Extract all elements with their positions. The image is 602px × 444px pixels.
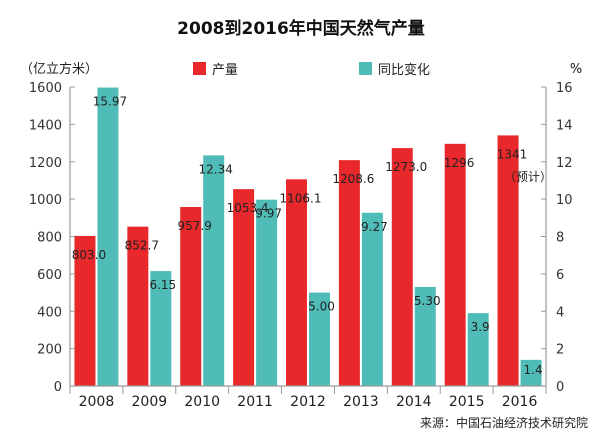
right-tick-label: 4 bbox=[556, 305, 564, 320]
bar-production bbox=[391, 148, 413, 386]
data-label-yoy: 6.15 bbox=[149, 278, 176, 292]
data-label-yoy: 5.00 bbox=[308, 300, 335, 314]
data-label-production: 1273.0 bbox=[385, 160, 427, 174]
right-tick-label: 10 bbox=[556, 193, 573, 208]
bar-yoy-change bbox=[150, 271, 172, 386]
x-tick-label: 2010 bbox=[184, 394, 220, 410]
legend-swatch-production bbox=[193, 62, 206, 75]
left-tick-label: 800 bbox=[37, 231, 62, 246]
bar-production bbox=[180, 206, 202, 386]
annotation-estimate: （预计） bbox=[504, 170, 552, 184]
left-tick-label: 1400 bbox=[29, 118, 62, 133]
x-tick-label: 2008 bbox=[79, 394, 115, 410]
left-tick-label: 0 bbox=[54, 380, 62, 395]
data-label-production: 803.0 bbox=[72, 248, 106, 262]
x-tick-label: 2013 bbox=[343, 394, 379, 410]
bar-yoy-change bbox=[414, 286, 436, 386]
left-tick-label: 600 bbox=[37, 268, 62, 283]
left-axis-unit: （亿立方米） bbox=[20, 61, 98, 77]
bar-yoy-change bbox=[361, 212, 383, 386]
data-label-production: 1208.6 bbox=[332, 172, 374, 186]
data-label-production: 852.7 bbox=[125, 239, 159, 253]
data-label-production: 957.9 bbox=[178, 219, 212, 233]
legend-swatch-yoy bbox=[359, 62, 372, 75]
right-tick-label: 12 bbox=[556, 156, 573, 171]
bar-yoy-change bbox=[203, 155, 225, 386]
right-tick-label: 14 bbox=[556, 118, 573, 133]
data-label-production: 1341 bbox=[497, 147, 528, 161]
left-tick-label: 1000 bbox=[29, 193, 62, 208]
data-label-yoy: 3.9 bbox=[471, 320, 490, 334]
bar-production bbox=[338, 160, 360, 386]
x-tick-label: 2012 bbox=[290, 394, 326, 410]
right-tick-label: 16 bbox=[556, 81, 573, 96]
x-tick-label: 2009 bbox=[132, 394, 168, 410]
data-label-yoy: 5.30 bbox=[414, 294, 441, 308]
data-label-yoy: 9.27 bbox=[361, 220, 388, 234]
bar-yoy-change bbox=[97, 87, 119, 387]
x-tick-label: 2014 bbox=[396, 394, 432, 410]
source-note: 来源：中国石油经济技术研究院 bbox=[420, 415, 588, 430]
bar-yoy-change bbox=[467, 313, 489, 386]
right-tick-label: 0 bbox=[556, 380, 564, 395]
bar-yoy-change bbox=[309, 292, 330, 386]
bar-yoy-change bbox=[256, 199, 278, 386]
x-tick-label: 2011 bbox=[237, 394, 273, 410]
right-axis-unit: % bbox=[570, 62, 582, 77]
bar-yoy-change bbox=[520, 359, 542, 386]
chart-title: 2008到2016年中国天然气产量 bbox=[177, 18, 425, 39]
left-tick-label: 400 bbox=[37, 305, 62, 320]
data-label-yoy: 15.97 bbox=[93, 95, 127, 109]
bar-production bbox=[74, 235, 96, 386]
data-label-yoy: 12.34 bbox=[199, 162, 233, 176]
right-tick-label: 6 bbox=[556, 268, 564, 283]
left-tick-label: 1200 bbox=[29, 156, 62, 171]
right-tick-label: 2 bbox=[556, 343, 564, 358]
left-tick-label: 200 bbox=[37, 343, 62, 358]
left-tick-label: 1600 bbox=[29, 81, 62, 96]
data-label-production: 1106.1 bbox=[280, 191, 322, 205]
legend-label-yoy: 同比变化 bbox=[378, 62, 430, 78]
x-tick-label: 2015 bbox=[449, 394, 485, 410]
legend-label-production: 产量 bbox=[212, 63, 238, 78]
data-label-production: 1053.4 bbox=[227, 201, 269, 215]
bar-production bbox=[286, 179, 307, 386]
bar-production bbox=[444, 143, 466, 386]
x-tick-label: 2016 bbox=[502, 394, 538, 410]
bars-layer: 803.0 15.97 852.7 6.15 957.9 12.34 1053.49.97 1… bbox=[72, 87, 543, 387]
right-tick-label: 8 bbox=[556, 231, 564, 246]
bar-production bbox=[127, 226, 149, 386]
data-label-production: 1296 bbox=[444, 156, 475, 170]
bar-production bbox=[497, 135, 519, 386]
axes-layer: 0 200 400 600 800 1000 1200 1400 1600 0 2 4 6 8 10 12 14… bbox=[29, 81, 573, 410]
data-label-yoy: 9.97 bbox=[255, 207, 282, 221]
data-label-yoy: 1.4 bbox=[524, 363, 543, 377]
bar-production bbox=[233, 189, 255, 386]
